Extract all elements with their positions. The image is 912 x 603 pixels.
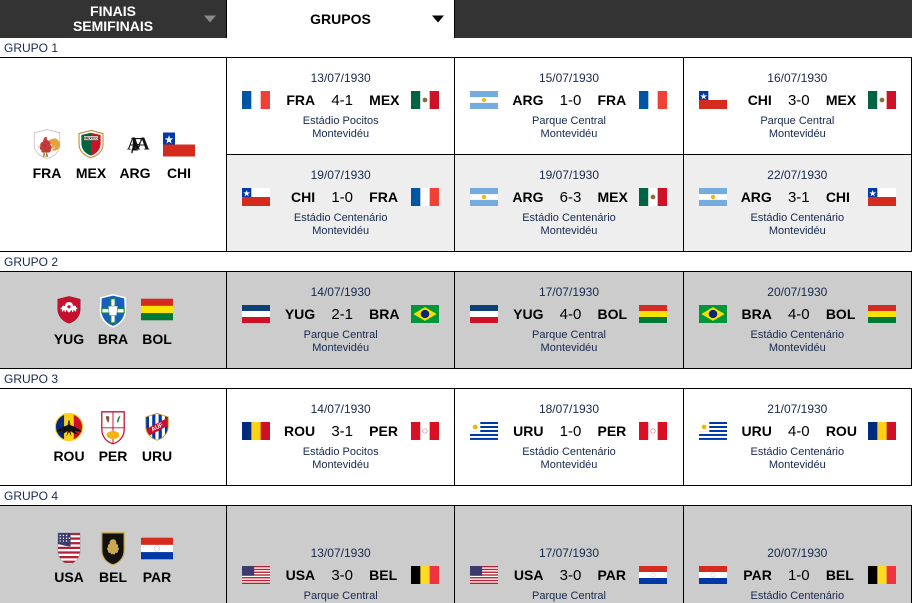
svg-text:MEXICO: MEXICO — [84, 136, 98, 140]
